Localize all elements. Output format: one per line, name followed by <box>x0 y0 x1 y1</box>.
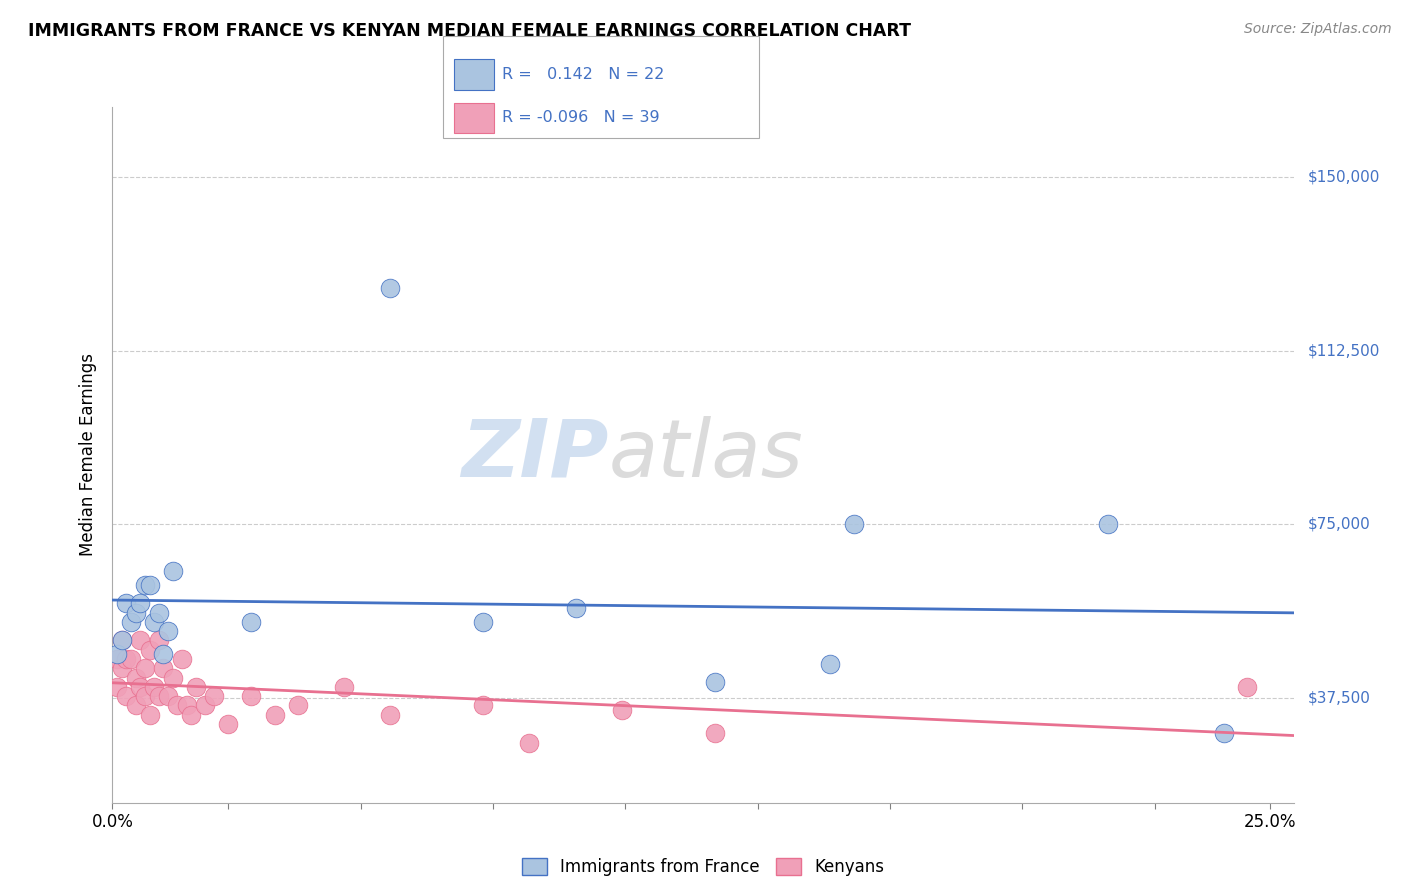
Point <box>472 698 495 713</box>
Point <box>143 680 166 694</box>
Text: IMMIGRANTS FROM FRANCE VS KENYAN MEDIAN FEMALE EARNINGS CORRELATION CHART: IMMIGRANTS FROM FRANCE VS KENYAN MEDIAN … <box>28 22 911 40</box>
Point <box>115 596 138 610</box>
Point <box>1097 517 1119 532</box>
Point <box>143 615 166 629</box>
Point <box>134 689 156 703</box>
Point <box>194 698 217 713</box>
Text: R =   0.142   N = 22: R = 0.142 N = 22 <box>502 67 664 82</box>
Point <box>138 578 160 592</box>
Point <box>111 633 134 648</box>
Point <box>517 735 540 749</box>
Point <box>166 698 188 713</box>
Point <box>184 680 207 694</box>
Point <box>124 606 146 620</box>
Point <box>138 642 160 657</box>
Point <box>162 564 184 578</box>
Point <box>820 657 842 671</box>
Point <box>263 707 285 722</box>
Point <box>157 689 180 703</box>
Point <box>148 633 170 648</box>
Point <box>380 281 402 295</box>
Point <box>148 606 170 620</box>
Point <box>129 596 152 610</box>
Point <box>202 689 225 703</box>
Point <box>134 661 156 675</box>
Point <box>287 698 309 713</box>
Point <box>842 517 865 532</box>
Point <box>120 615 142 629</box>
Point <box>162 671 184 685</box>
Point <box>703 726 725 740</box>
Point <box>111 633 134 648</box>
Point <box>124 671 146 685</box>
Point <box>333 680 356 694</box>
Text: ZIP: ZIP <box>461 416 609 494</box>
Point <box>105 680 128 694</box>
Text: atlas: atlas <box>609 416 803 494</box>
Point <box>129 633 152 648</box>
Point <box>564 601 586 615</box>
Point <box>703 675 725 690</box>
Point <box>152 648 174 662</box>
Point <box>138 707 160 722</box>
Point <box>217 717 239 731</box>
Point <box>120 652 142 666</box>
Text: $75,000: $75,000 <box>1308 517 1371 532</box>
Point <box>180 707 202 722</box>
Point <box>115 689 138 703</box>
Point <box>472 615 495 629</box>
Text: Source: ZipAtlas.com: Source: ZipAtlas.com <box>1244 22 1392 37</box>
Text: $37,500: $37,500 <box>1308 691 1371 706</box>
Point <box>176 698 198 713</box>
Point <box>105 648 128 662</box>
Point <box>170 652 193 666</box>
Point <box>124 698 146 713</box>
Y-axis label: Median Female Earnings: Median Female Earnings <box>79 353 97 557</box>
Text: $150,000: $150,000 <box>1308 169 1379 184</box>
Point <box>240 689 263 703</box>
Text: R = -0.096   N = 39: R = -0.096 N = 39 <box>502 111 659 125</box>
Point <box>115 652 138 666</box>
Legend: Immigrants from France, Kenyans: Immigrants from France, Kenyans <box>515 851 891 883</box>
Point <box>610 703 633 717</box>
Point <box>152 661 174 675</box>
Point <box>240 615 263 629</box>
Point <box>1236 680 1258 694</box>
Point <box>148 689 170 703</box>
Point <box>105 652 128 666</box>
Point <box>134 578 156 592</box>
Point <box>380 707 402 722</box>
Text: $112,500: $112,500 <box>1308 343 1379 358</box>
Point <box>1213 726 1236 740</box>
Point <box>111 661 134 675</box>
Point <box>129 680 152 694</box>
Point <box>157 624 180 639</box>
